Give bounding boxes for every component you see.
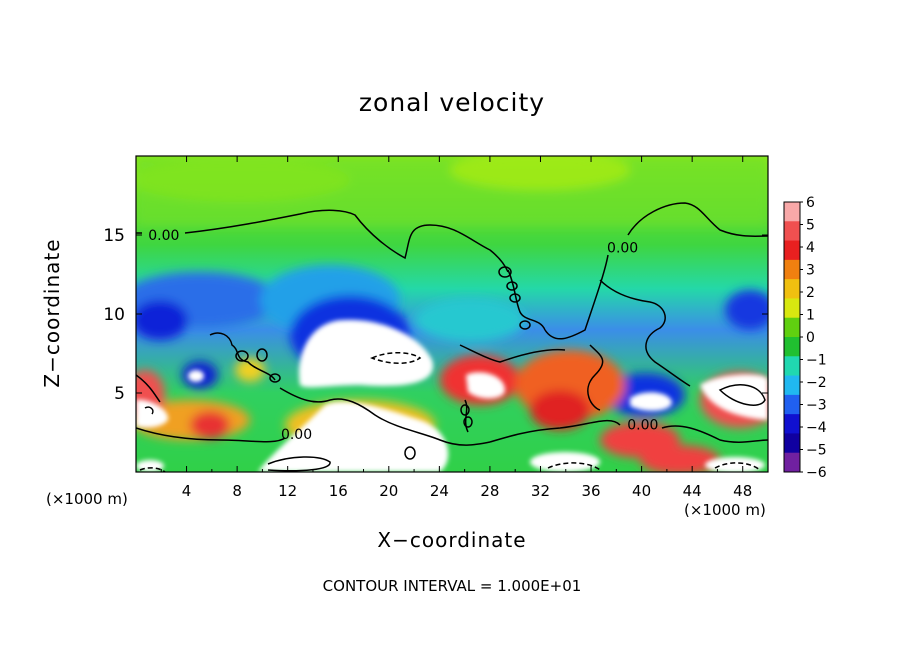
colorbar-swatch-6 (784, 317, 800, 338)
x-tick-label-5: 24 (430, 482, 449, 500)
z-tick-label-2: 15 (103, 226, 125, 246)
colorbar-swatch-13 (784, 452, 800, 473)
colorbar-swatch-2 (784, 240, 800, 261)
x-tick-label-10: 44 (683, 482, 702, 500)
z-tick-label-1: 10 (103, 305, 125, 325)
colorbar-label-12: −6 (806, 465, 827, 481)
x-axis: 4 8 12 16 20 24 28 32 36 40 44 48 (160, 156, 752, 500)
z-axis: 5 10 15 (103, 226, 768, 404)
colorbar-swatch-9 (784, 375, 800, 396)
z-tick-label-0: 5 (114, 384, 125, 404)
x-tick-label-8: 36 (581, 482, 600, 500)
x-unit-label-right: (×1000 m) (684, 501, 766, 519)
x-tick-label-0: 4 (182, 482, 192, 500)
colorbar-swatch-10 (784, 394, 800, 415)
x-tick-label-3: 16 (329, 482, 348, 500)
colorbar: 6 5 4 3 2 1 0 −1 −2 −3 −4 −5 −6 (783, 195, 827, 481)
contour-label-1: 0.00 (281, 427, 312, 443)
x-tick-label-4: 20 (379, 482, 398, 500)
contour-label-2: 0.00 (607, 241, 638, 257)
colorbar-label-6: 0 (806, 330, 815, 346)
colorbar-label-5: 1 (806, 308, 815, 324)
contour-lines (136, 202, 768, 472)
z-axis-label: Z−coordinate (40, 238, 64, 388)
colorbar-label-7: −1 (806, 353, 827, 369)
colorbar-swatch-12 (784, 433, 800, 454)
contour-interval-note: CONTOUR INTERVAL = 1.000E+01 (322, 577, 582, 595)
x-tick-label-11: 48 (733, 482, 752, 500)
x-axis-label: X−coordinate (377, 528, 527, 552)
x-tick-label-6: 28 (480, 482, 499, 500)
contour-label-3: 0.00 (627, 418, 658, 434)
colorbar-label-2: 4 (806, 240, 815, 256)
colorbar-swatch-8 (784, 356, 800, 377)
x-unit-label-left: (×1000 m) (46, 490, 128, 508)
colorbar-label-9: −3 (806, 398, 827, 414)
colorbar-swatch-11 (784, 414, 800, 434)
colorbar-label-1: 5 (806, 218, 815, 234)
colorbar-label-0: 6 (806, 195, 815, 211)
colorbar-swatch-3 (784, 259, 800, 280)
contour-label-0: 0.00 (148, 228, 179, 244)
colorbar-swatch-1 (784, 221, 800, 242)
x-tick-label-9: 40 (632, 482, 651, 500)
colorbar-swatch-7 (784, 337, 800, 357)
colorbar-label-4: 2 (806, 285, 815, 301)
colorbar-swatch-0 (784, 202, 800, 222)
colorbar-swatch-5 (784, 298, 800, 319)
colorbar-swatch-4 (784, 279, 800, 299)
colorbar-label-3: 3 (806, 263, 815, 279)
x-tick-label-2: 12 (278, 482, 297, 500)
x-tick-label-1: 8 (232, 482, 242, 500)
velocity-field (136, 156, 768, 472)
contour-labels: 0.00 0.00 0.00 0.00 (148, 228, 658, 443)
colorbar-label-8: −2 (806, 375, 827, 391)
colorbar-label-11: −5 (806, 443, 827, 459)
x-tick-label-7: 32 (531, 482, 550, 500)
colorbar-label-10: −4 (806, 420, 827, 436)
chart-title: zonal velocity (358, 88, 546, 117)
